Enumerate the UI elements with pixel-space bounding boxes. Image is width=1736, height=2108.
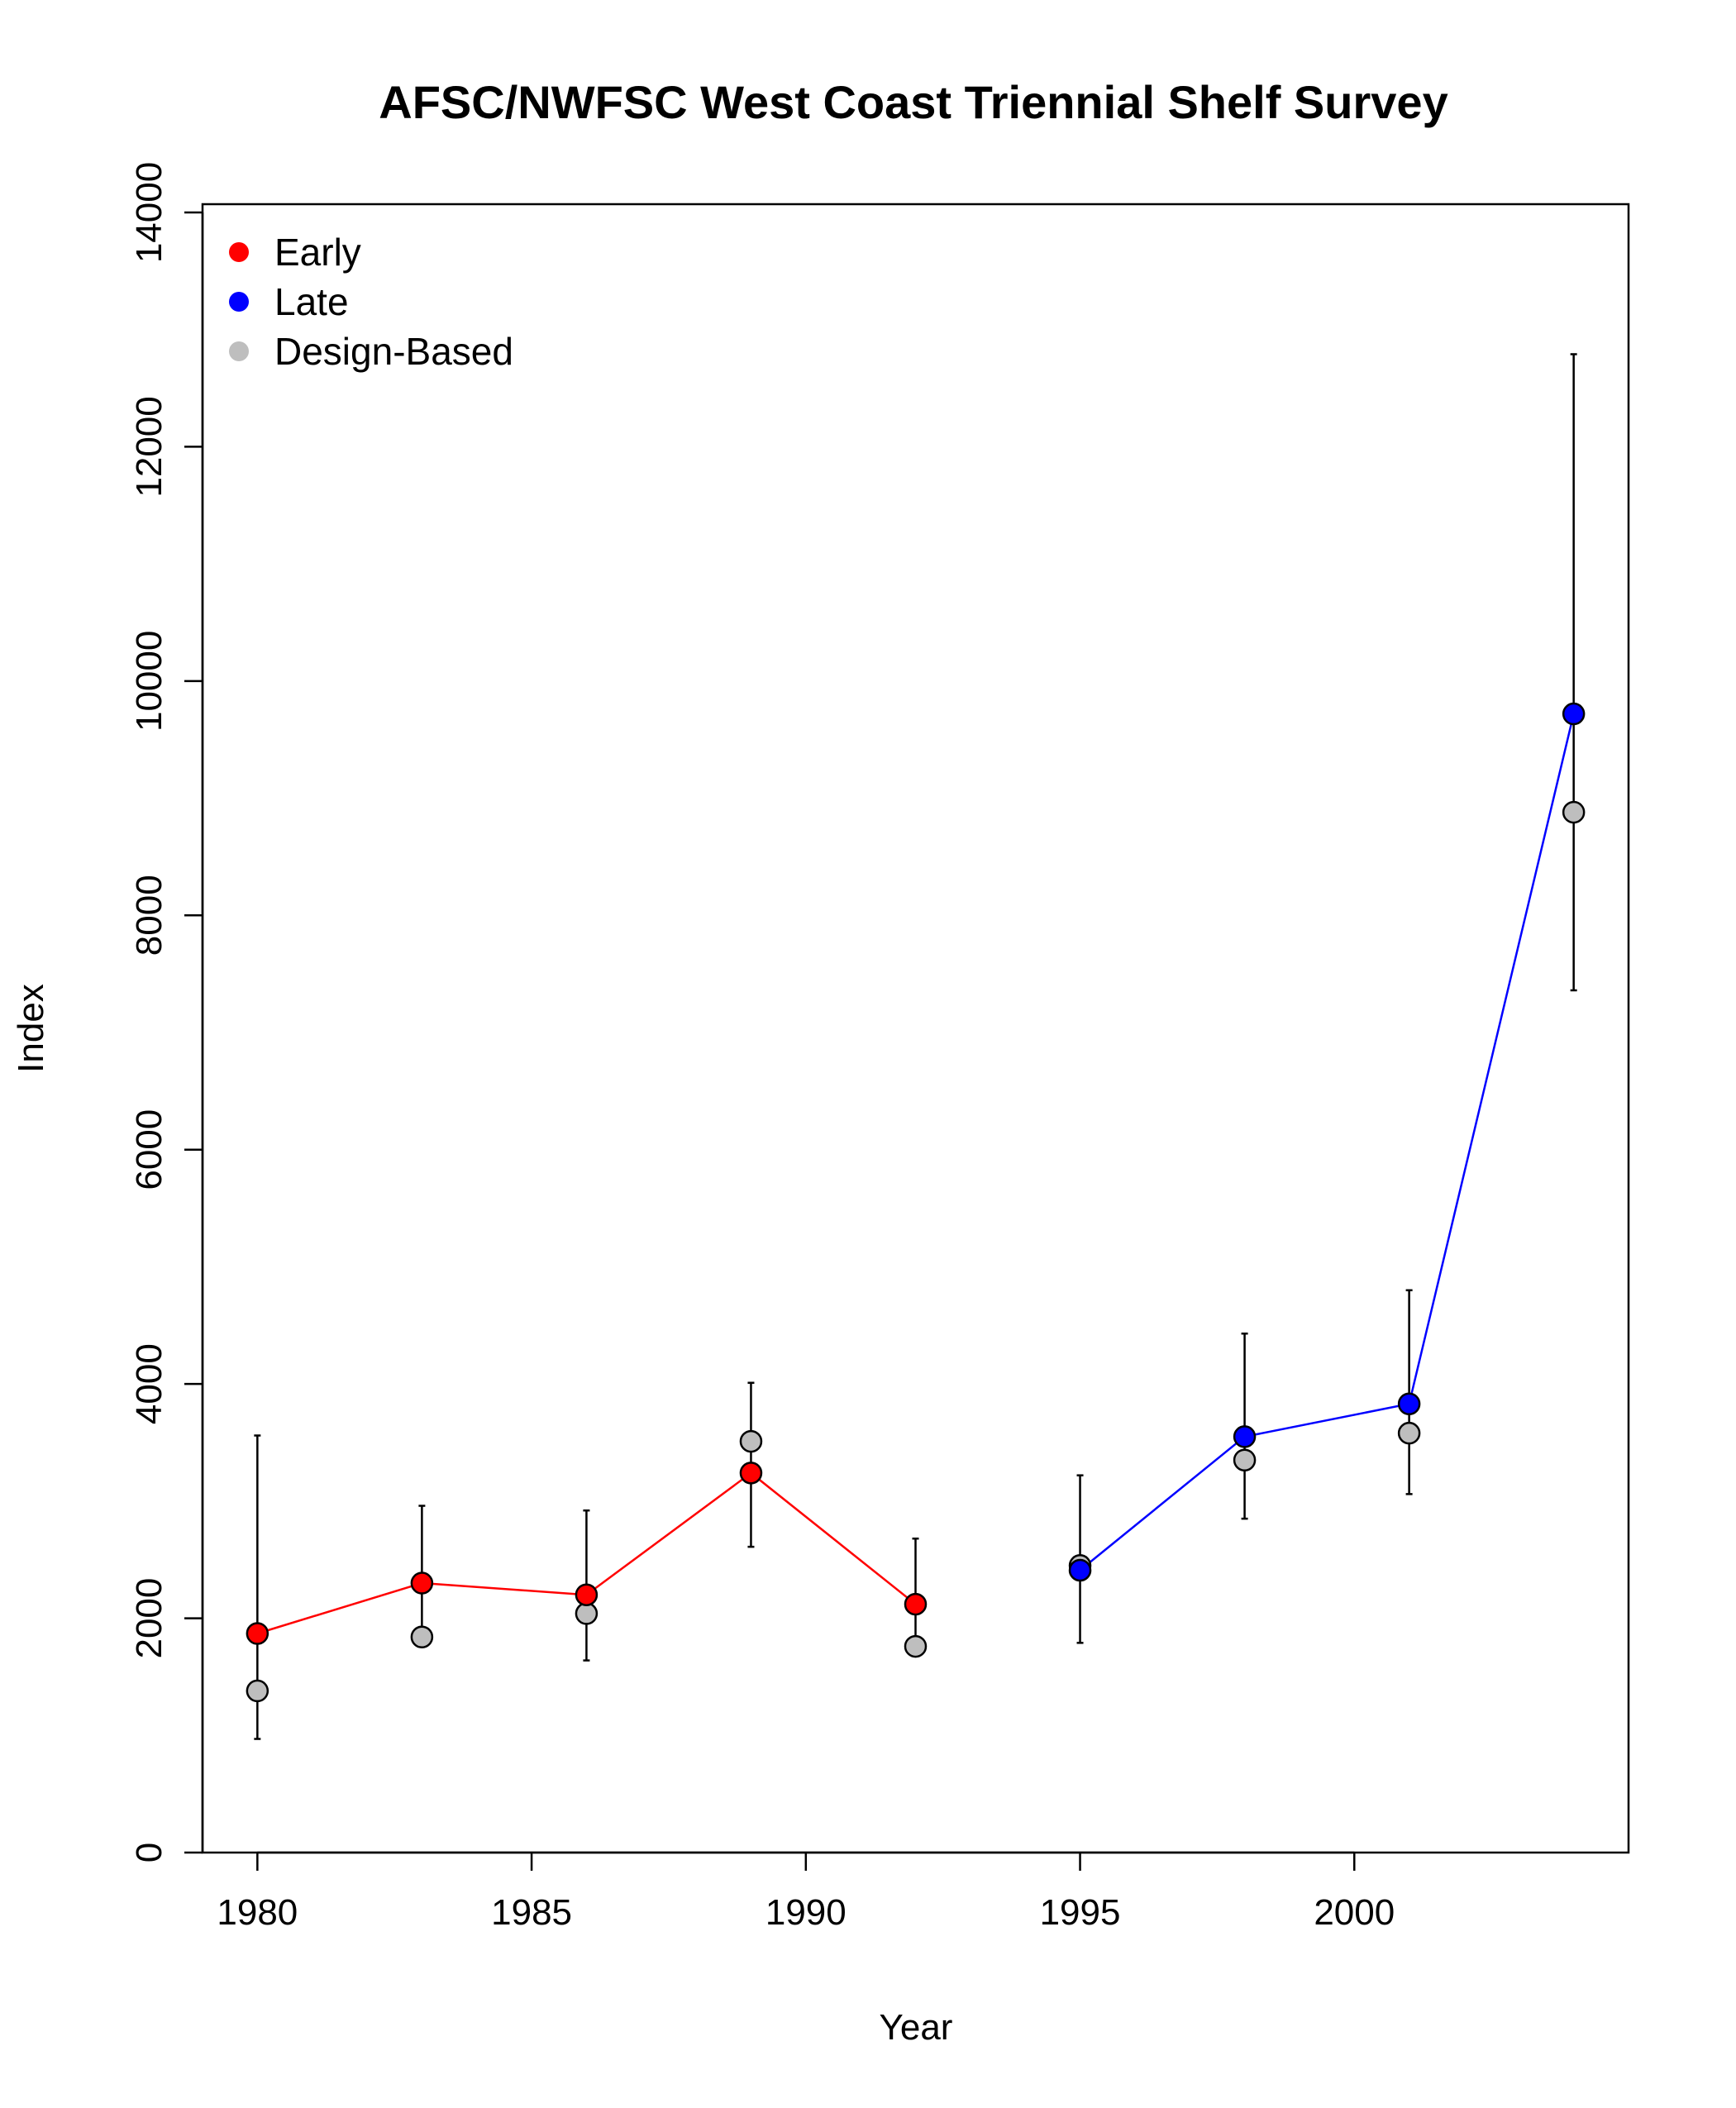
legend-label-design-based: Design-Based (274, 330, 513, 373)
x-tick-label: 1980 (217, 1892, 298, 1933)
point-early (904, 1592, 928, 1616)
point-design-based (1233, 1448, 1257, 1472)
point-late (1562, 702, 1586, 726)
chart-title: AFSC/NWFSC West Coast Triennial Shelf Su… (379, 76, 1447, 128)
point-design-based (410, 1625, 434, 1648)
x-tick-label: 1985 (491, 1892, 572, 1933)
point-early (410, 1571, 434, 1595)
legend-marker-late (229, 292, 249, 312)
legend-label-late: Late (274, 280, 349, 323)
y-tick-label: 12000 (129, 396, 169, 497)
y-tick-label: 14000 (129, 162, 169, 263)
point-design-based (739, 1429, 763, 1453)
point-design-based (246, 1679, 269, 1703)
point-late (1397, 1392, 1421, 1415)
data-points (246, 702, 1586, 1703)
x-tick-label: 1990 (765, 1892, 847, 1933)
point-design-based (904, 1634, 928, 1658)
error-bars (254, 353, 1577, 1740)
x-tick-label: 1995 (1040, 1892, 1121, 1933)
x-axis-label: Year (880, 2007, 953, 2048)
y-tick-label: 10000 (129, 631, 169, 732)
point-late (1233, 1425, 1257, 1448)
point-early (246, 1622, 269, 1645)
y-tick-label: 4000 (129, 1343, 169, 1424)
y-tick-label: 6000 (129, 1109, 169, 1190)
point-early (575, 1583, 599, 1606)
x-axis: 1980 1985 1990 1995 2000 (217, 1851, 1395, 1933)
point-late (1068, 1558, 1092, 1582)
y-tick-label: 2000 (129, 1578, 169, 1659)
y-axis: 0 2000 4000 6000 8000 10000 12000 14000 (129, 162, 204, 1862)
legend-marker-early (229, 242, 249, 262)
x-tick-label: 2000 (1314, 1892, 1395, 1933)
y-tick-label: 8000 (129, 875, 169, 956)
point-early (739, 1462, 763, 1485)
point-design-based (575, 1602, 599, 1625)
y-tick-label: 0 (129, 1843, 169, 1862)
series-lines (256, 713, 1575, 1635)
point-design-based (1562, 800, 1586, 824)
legend: Early Late Design-Based (229, 231, 513, 373)
y-axis-label: Index (11, 984, 51, 1073)
point-design-based (1397, 1421, 1421, 1445)
legend-label-early: Early (274, 231, 361, 274)
legend-marker-design-based (229, 341, 249, 361)
series-line-late (1079, 713, 1575, 1571)
